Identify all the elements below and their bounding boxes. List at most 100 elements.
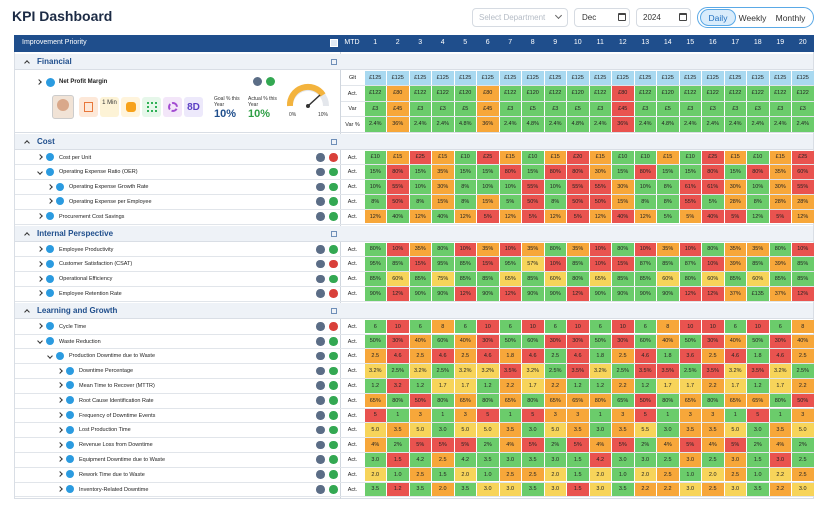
kpi-cell: 2.2 — [657, 482, 679, 497]
kpi-cell: 3.0 — [544, 482, 566, 497]
kpi-cell: £3 — [679, 101, 701, 116]
kpi-cell: 15% — [612, 165, 634, 180]
kpi-cell: 3 — [679, 408, 701, 423]
department-select[interactable]: Select Department — [472, 8, 568, 27]
section-header — [15, 134, 813, 150]
kpi-cell: 8% — [544, 194, 566, 209]
settings-icon — [316, 351, 325, 361]
kpi-cell: 6 — [634, 319, 656, 334]
kpi-cell: 5% — [702, 194, 724, 209]
kpi-cell: 1.5 — [432, 467, 454, 482]
kpi-cell: 5% — [679, 209, 701, 224]
kpi-cell: 3.0 — [792, 482, 814, 497]
settings-icon — [316, 259, 325, 269]
kpi-cell: £122 — [634, 86, 656, 101]
kpi-cell: 3.0 — [589, 423, 611, 438]
kpi-cell: 2.4% — [544, 117, 566, 132]
row-label: Production Downtime due to Waste — [69, 353, 156, 360]
kpi-cell: 39% — [724, 257, 746, 272]
kpi-cell: £3 — [747, 101, 769, 116]
kpi-cell: 37% — [724, 286, 746, 301]
kpi-cell: 2.5 — [792, 349, 814, 364]
kpi-cell: 90% — [432, 286, 454, 301]
info-icon — [46, 212, 54, 221]
kpi-cell: 10 — [679, 319, 701, 334]
metric-label: Act. — [347, 412, 358, 419]
kpi-cell: 15% — [364, 165, 386, 180]
kpi-cell: 1.5 — [567, 467, 589, 482]
trend-icon — [329, 212, 338, 221]
kpi-cell: 80% — [544, 165, 566, 180]
kpi-cell: 4% — [657, 438, 679, 452]
row-label: Cycle Time — [59, 323, 87, 330]
kpi-cell: 3 — [454, 408, 476, 423]
kpi-cell: 65% — [747, 393, 769, 408]
trend-icon — [329, 245, 338, 254]
kpi-cell: 40% — [702, 209, 724, 224]
kpi-cell: 10 — [567, 319, 589, 334]
kpi-cell: 15% — [612, 194, 634, 209]
kpi-cell: 10% — [544, 180, 566, 194]
kpi-cell: 3.0 — [544, 452, 566, 467]
kpi-cell: 30% — [477, 334, 499, 349]
kpi-cell: 50% — [499, 334, 521, 349]
kpi-cell: 10% — [747, 180, 769, 194]
kpi-cell: 90% — [634, 286, 656, 301]
kpi-cell: 3.2% — [589, 364, 611, 378]
kpi-cell: 75% — [432, 272, 454, 286]
kpi-cell: 2.5 — [702, 349, 724, 364]
period-tab[interactable]: Monthly — [775, 12, 806, 23]
kpi-cell: £122 — [364, 86, 386, 101]
metric-label: Act. — [347, 213, 358, 220]
kpi-cell: 15% — [477, 257, 499, 272]
settings-icon — [316, 366, 325, 376]
kpi-cell: 95% — [432, 257, 454, 272]
info-icon — [66, 396, 74, 405]
row-line — [15, 392, 813, 394]
kpi-cell: £135 — [747, 286, 769, 301]
day-header: 7 — [508, 39, 513, 46]
kpi-cell: 5% — [499, 194, 521, 209]
trend-icon — [329, 182, 338, 192]
row-line — [341, 85, 813, 86]
trend-icon — [329, 153, 338, 162]
kpi-cell: 80% — [432, 242, 454, 257]
day-header: 18 — [753, 39, 762, 46]
kpi-cell: 55% — [567, 180, 589, 194]
kpi-cell: 1.2 — [387, 482, 409, 497]
kpi-cell: 5 — [522, 408, 544, 423]
row-line — [15, 437, 813, 439]
kpi-cell: 15% — [454, 165, 476, 180]
kpi-cell: 80% — [499, 165, 521, 180]
kpi-cell: 8% — [657, 194, 679, 209]
kpi-cell: £122 — [747, 86, 769, 101]
kpi-cell: 5% — [657, 209, 679, 224]
row-line — [15, 466, 813, 468]
day-header: 20 — [798, 39, 807, 46]
kpi-cell: 10% — [544, 257, 566, 272]
period-tab[interactable]: Daily — [700, 9, 736, 26]
month-text: Dec — [582, 13, 597, 22]
kpi-cell: £15 — [589, 150, 611, 165]
kpi-cell: 85% — [612, 272, 634, 286]
metric-label: Act. — [347, 442, 358, 449]
kpi-cell: 3.5 — [387, 423, 409, 438]
kpi-cell: 80% — [364, 242, 386, 257]
year-picker[interactable]: 2024 — [636, 8, 691, 27]
kpi-cell: 15% — [477, 165, 499, 180]
badge-text: 8D — [187, 101, 200, 113]
kpi-cell: 4% — [499, 438, 521, 452]
kpi-cell: 3.0 — [747, 423, 769, 438]
kpi-cell: 3.0 — [679, 452, 701, 467]
kpi-cell: 2.0 — [634, 467, 656, 482]
month-picker[interactable]: Dec — [574, 8, 630, 27]
info-icon — [66, 381, 74, 390]
kpi-cell: 80% — [634, 165, 656, 180]
settings-icon — [316, 167, 325, 177]
kpi-cell: 85% — [567, 257, 589, 272]
kpi-cell: 90% — [409, 286, 431, 301]
kpi-cell: 65% — [364, 393, 386, 408]
page-title: KPI Dashboard — [12, 8, 113, 24]
kpi-cell: 4% — [364, 438, 386, 452]
period-tab[interactable]: Weekly — [738, 12, 767, 23]
